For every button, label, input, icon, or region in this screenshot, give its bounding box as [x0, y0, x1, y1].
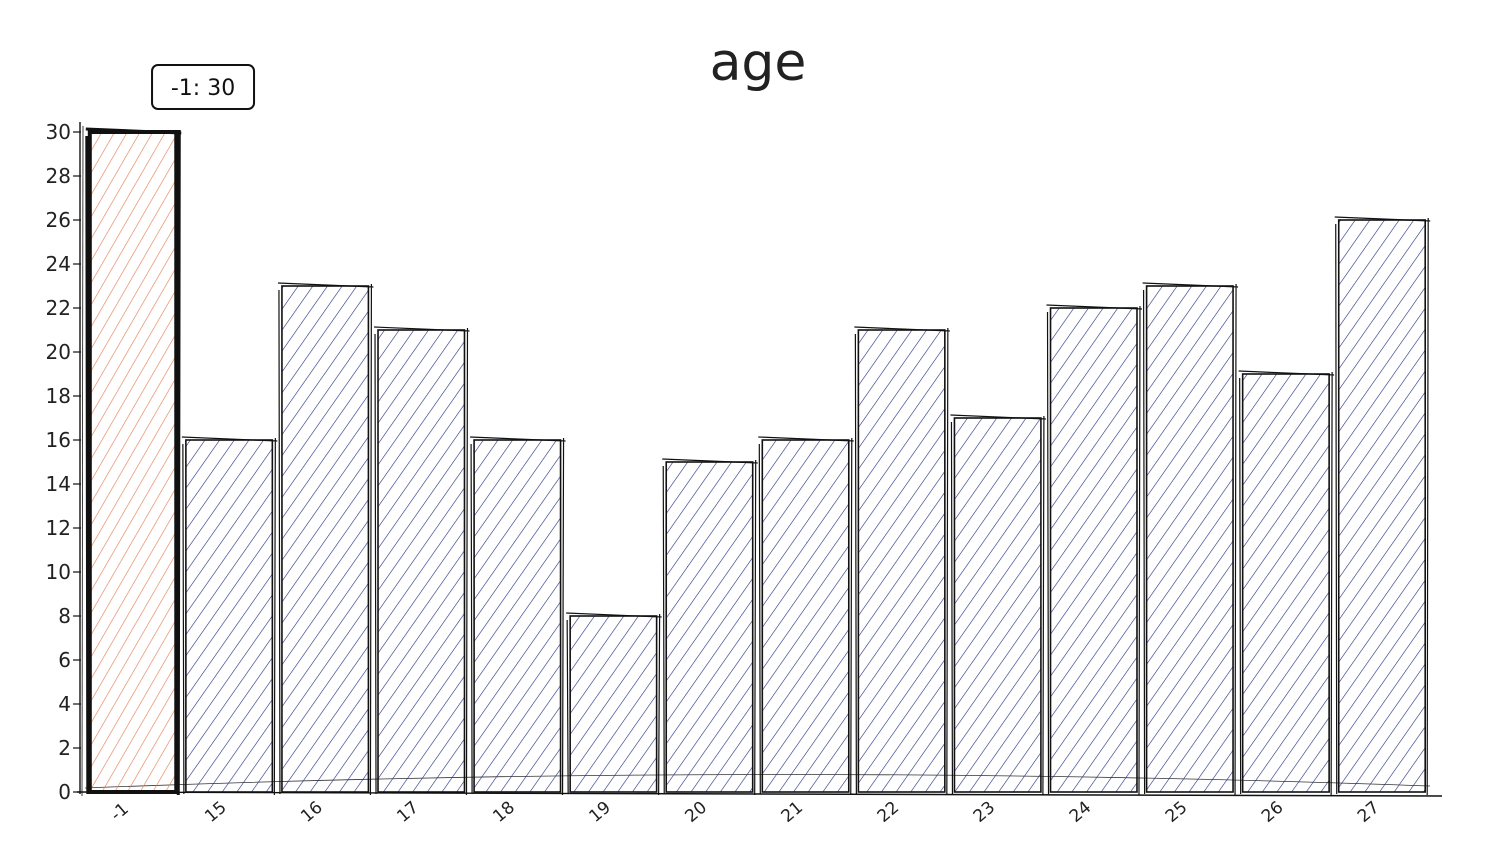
x-tick-label: 15	[201, 798, 230, 827]
bar-outline	[857, 329, 946, 793]
y-tick-label: 18	[46, 384, 71, 408]
x-tick-label: 24	[1066, 798, 1095, 827]
bar-sketch-lines	[950, 414, 1046, 796]
bar-sketch-lines	[277, 282, 374, 796]
bar-group[interactable]	[662, 458, 758, 796]
bar-outline	[1049, 307, 1138, 793]
y-tick-label: 20	[46, 340, 71, 364]
y-tick-label: 28	[46, 164, 71, 188]
y-tick-label: 6	[58, 648, 71, 672]
bar-outline	[185, 439, 274, 793]
bar-sketch-lines	[1238, 370, 1335, 796]
y-tick-label: 12	[46, 516, 71, 540]
bar-group[interactable]	[566, 612, 662, 796]
bar-sketch-lines	[470, 436, 566, 796]
chart-title: age	[710, 33, 807, 93]
x-tick-label: 20	[682, 798, 711, 827]
bar-group[interactable]	[854, 326, 950, 796]
bar-sketch-lines	[854, 326, 950, 796]
bar-fill	[185, 440, 273, 792]
bar-group[interactable]	[1238, 370, 1335, 796]
bar-outline	[569, 615, 658, 793]
bar-outline	[953, 417, 1042, 793]
bar-fill	[89, 132, 177, 792]
bar-fill	[1242, 374, 1330, 792]
y-tick-label: 10	[46, 560, 71, 584]
bar-fill	[378, 330, 465, 792]
bar-group[interactable]	[277, 282, 374, 796]
bars	[85, 127, 1431, 796]
bar-sketch-lines	[373, 326, 470, 796]
bar-group[interactable]	[181, 436, 278, 796]
x-tick-label: 16	[297, 798, 326, 827]
y-tick-label: 4	[58, 692, 71, 716]
bar-group[interactable]	[1142, 282, 1239, 796]
y-tick-label: 2	[58, 736, 71, 760]
bar-fill	[954, 418, 1041, 792]
bar-group[interactable]	[1334, 216, 1431, 796]
bar-sketch-lines	[662, 458, 758, 796]
bar-fill	[858, 330, 945, 792]
y-tick-label: 0	[58, 780, 71, 804]
y-tick-label: 24	[46, 252, 71, 276]
bar-sketch-lines	[85, 127, 182, 796]
y-tick-label: 26	[46, 208, 71, 232]
bar-fill	[1338, 220, 1426, 792]
x-tick-label: 27	[1354, 798, 1383, 827]
bar-group[interactable]	[85, 127, 182, 796]
bar-fill	[1050, 308, 1137, 792]
x-tick-label: 18	[489, 798, 518, 827]
bar-fill	[474, 440, 561, 792]
bar-group[interactable]	[758, 436, 854, 796]
y-axis-line-sketch	[81, 125, 84, 797]
bar-group[interactable]	[1046, 304, 1143, 796]
bar-fill	[666, 462, 753, 792]
y-tick-label: 16	[46, 428, 71, 452]
bar-sketch-lines	[566, 612, 662, 796]
bar-sketch-lines	[758, 436, 854, 796]
x-tick-label: 26	[1258, 798, 1287, 827]
bar-group[interactable]	[470, 436, 566, 796]
bar-fill	[281, 286, 369, 792]
x-tick-label: 22	[874, 798, 903, 827]
bar-group[interactable]	[950, 414, 1046, 796]
y-tick-label: 8	[58, 604, 71, 628]
bar-outline	[473, 439, 562, 793]
bar-fill	[762, 440, 849, 792]
x-tick-label: -1	[107, 799, 133, 825]
bar-outline	[1145, 285, 1234, 793]
x-tick-label: 17	[393, 798, 422, 827]
y-tick-label: 30	[46, 120, 71, 144]
x-tick-label: 19	[585, 798, 614, 827]
tooltip-text: -1: 30	[171, 76, 235, 101]
y-tick-label: 14	[46, 472, 71, 496]
x-tick-label: 21	[778, 798, 807, 827]
bar-sketch-lines	[1046, 304, 1143, 796]
x-tick-label: 25	[1162, 798, 1191, 827]
tooltip: -1: 30	[151, 64, 256, 110]
tooltip-box	[151, 64, 256, 110]
bar-fill	[570, 616, 657, 792]
bar-outline	[1241, 373, 1330, 793]
bar-outline	[665, 461, 754, 793]
x-tick-label: 23	[970, 798, 999, 827]
y-tick-label: 22	[46, 296, 71, 320]
bar-outline	[281, 285, 370, 793]
bar-sketch-lines	[181, 436, 278, 796]
bar-fill	[1146, 286, 1234, 792]
bar-sketch-lines	[1334, 216, 1431, 796]
bar-outline	[377, 329, 466, 793]
bar-outline	[1337, 219, 1426, 793]
bar-sketch-lines	[1142, 282, 1239, 796]
bar-group[interactable]	[373, 326, 470, 796]
bar-outline	[761, 439, 850, 793]
